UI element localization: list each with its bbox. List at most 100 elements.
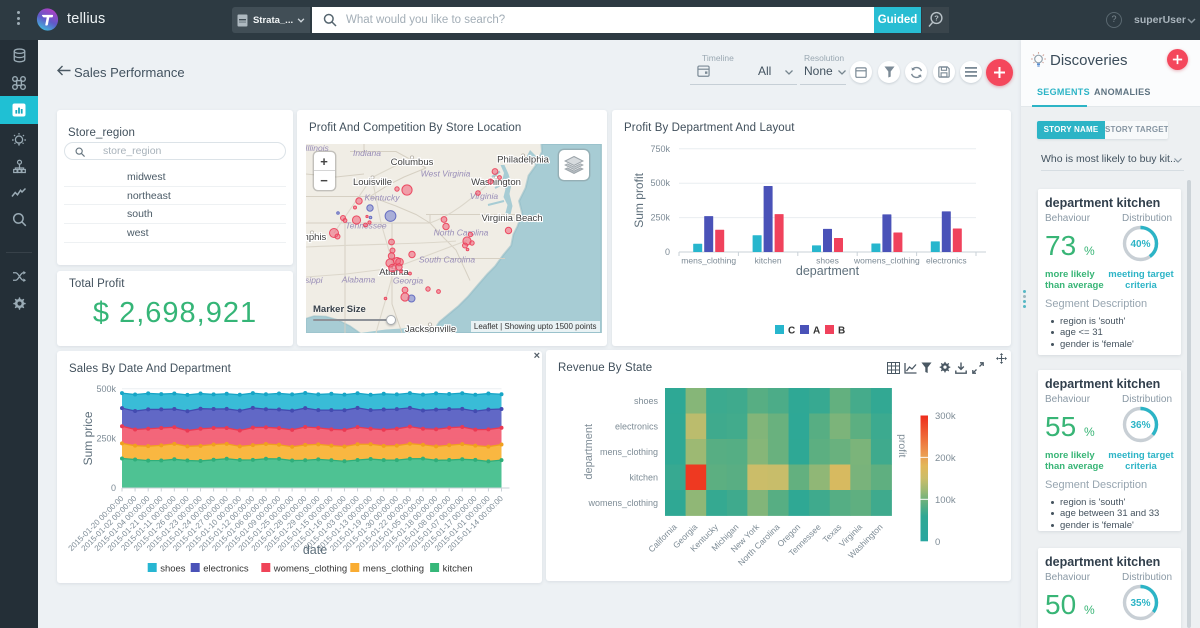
- sidebar-item-datasets[interactable]: [0, 42, 38, 69]
- scrollbar[interactable]: [1186, 180, 1191, 628]
- user-chevron-icon[interactable]: [1187, 18, 1196, 24]
- expand-icon[interactable]: [972, 361, 985, 374]
- behaviour-percent: 55 %: [1045, 410, 1095, 442]
- date-range-button[interactable]: [850, 61, 872, 83]
- chevron-down-icon: [785, 70, 793, 75]
- panel-title: Store_region: [68, 127, 136, 139]
- zoom-in-button[interactable]: +: [313, 152, 335, 171]
- download-icon[interactable]: [955, 361, 968, 374]
- distribution-donut: 35%: [1122, 584, 1159, 626]
- svg-text:mens_clothing: mens_clothing: [681, 256, 736, 266]
- move-icon[interactable]: [996, 353, 1007, 364]
- tab-segments[interactable]: SEGMENTS: [1037, 87, 1090, 97]
- svg-text:A: A: [813, 326, 820, 337]
- svg-text:kitchen: kitchen: [443, 564, 473, 575]
- svg-text:Atlanta: Atlanta: [379, 267, 409, 278]
- timeline-dropdown[interactable]: All: [690, 57, 797, 85]
- refresh-button[interactable]: [905, 61, 927, 83]
- sidebar-item-business-views[interactable]: [0, 69, 38, 96]
- list-view-button[interactable]: [960, 61, 982, 83]
- marker-size-slider[interactable]: [313, 314, 396, 325]
- store-region-row[interactable]: west: [64, 224, 286, 243]
- story-target-button[interactable]: STORY TARGET: [1105, 121, 1168, 139]
- help-icon[interactable]: ?: [1106, 12, 1122, 28]
- map-layers-button[interactable]: [558, 149, 589, 180]
- table-icon[interactable]: [887, 361, 900, 374]
- panel-drag-handle[interactable]: [1022, 290, 1027, 310]
- org-chart-icon: [12, 159, 26, 174]
- svg-text:kitchen: kitchen: [629, 472, 658, 482]
- user-menu[interactable]: superUser: [1134, 14, 1186, 26]
- discovery-card[interactable]: department kitchen Behaviour Distributio…: [1038, 188, 1181, 355]
- card-title: department kitchen: [1045, 195, 1161, 210]
- story-select[interactable]: Who is most likely to buy kit...: [1041, 153, 1184, 171]
- bar-chart[interactable]: 0 250k 500k 750k mens_clothing kitchen shoes wo…: [612, 110, 1011, 346]
- dataset-dropdown[interactable]: Strata_...: [232, 7, 310, 33]
- svg-text:Washington: Washington: [471, 177, 521, 188]
- total-profit-value: $ 2,698,921: [92, 297, 258, 329]
- svg-text:shoes: shoes: [816, 256, 839, 266]
- sidebar-item-settings[interactable]: [0, 290, 38, 317]
- add-discovery-button[interactable]: [1167, 49, 1188, 70]
- svg-text:0: 0: [665, 247, 670, 257]
- svg-text:0: 0: [935, 537, 940, 548]
- tab-anomalies[interactable]: ANOMALIES: [1094, 87, 1151, 97]
- linechart-icon[interactable]: [904, 361, 917, 374]
- filter-button[interactable]: [878, 61, 900, 83]
- store-region-row[interactable]: south: [64, 205, 286, 225]
- sidebar-item-dashboards[interactable]: [0, 96, 38, 124]
- segment-description-label: Segment Description: [1045, 478, 1148, 491]
- store-region-row[interactable]: northeast: [64, 187, 286, 206]
- active-tab-underline: [1032, 105, 1087, 107]
- guided-button[interactable]: Guided: [874, 7, 921, 33]
- tellius-logo-icon[interactable]: [36, 8, 59, 31]
- add-vizpad-button[interactable]: [986, 59, 1013, 86]
- filter-icon[interactable]: [921, 361, 934, 374]
- distribution-donut: 40%: [1122, 225, 1159, 267]
- sidebar-item-flows[interactable]: [0, 263, 38, 290]
- discoveries-tabs: SEGMENTS ANOMALIES: [1021, 79, 1200, 107]
- svg-text:Sum profit: Sum profit: [632, 172, 646, 227]
- search-input[interactable]: [346, 7, 866, 33]
- dashboard-icon: [12, 103, 26, 117]
- sidebar-item-relationships[interactable]: [0, 153, 38, 180]
- back-arrow-icon[interactable]: [57, 65, 71, 76]
- story-name-button[interactable]: STORY NAME: [1037, 121, 1105, 139]
- sidebar-item-discover[interactable]: [0, 126, 38, 153]
- app-menu-icon[interactable]: [14, 11, 22, 29]
- svg-text:electronics: electronics: [203, 564, 249, 575]
- svg-text:500k: 500k: [650, 178, 670, 188]
- discoveries-title: Discoveries: [1050, 52, 1128, 69]
- svg-text:West Virginia: West Virginia: [421, 168, 471, 178]
- svg-text:Jacksonville: Jacksonville: [405, 324, 456, 333]
- leaflet-map[interactable]: Illinois Indiana West Virginia Kentucky Virg…: [306, 143, 602, 333]
- search-icon: [75, 147, 85, 157]
- sidebar-item-search[interactable]: [0, 206, 38, 233]
- zoom-out-button[interactable]: −: [320, 173, 328, 188]
- svg-text:Philadelphia: Philadelphia: [497, 154, 549, 165]
- chevron-down-icon: [297, 17, 305, 23]
- resolution-dropdown[interactable]: None: [800, 57, 846, 85]
- discovery-card[interactable]: department kitchen Behaviour Distributio…: [1038, 547, 1181, 628]
- svg-text:?: ?: [934, 14, 939, 23]
- store-region-row[interactable]: midwest: [64, 168, 286, 187]
- close-icon[interactable]: ×: [533, 350, 540, 362]
- store-region-search-input[interactable]: [103, 143, 278, 159]
- sidebar-item-predict[interactable]: [0, 179, 38, 206]
- discovery-card[interactable]: department kitchen Behaviour Distributio…: [1038, 369, 1181, 531]
- map-zoom-control: + −: [313, 152, 335, 190]
- database-icon: [13, 48, 25, 63]
- card-title: department kitchen: [1045, 376, 1161, 391]
- svg-text:Atlanta: Atlanta: [379, 267, 409, 278]
- svg-text:0: 0: [111, 483, 116, 493]
- page-title: Sales Performance: [74, 65, 185, 80]
- svg-text:Georgia: Georgia: [393, 275, 424, 285]
- guided-search-icon-button[interactable]: ?: [922, 7, 949, 33]
- slider-knob[interactable]: [386, 314, 396, 325]
- svg-text:North Carolina: North Carolina: [434, 227, 489, 237]
- gear-icon[interactable]: [938, 361, 951, 374]
- save-button[interactable]: [933, 61, 955, 83]
- svg-text:electronics: electronics: [615, 421, 659, 431]
